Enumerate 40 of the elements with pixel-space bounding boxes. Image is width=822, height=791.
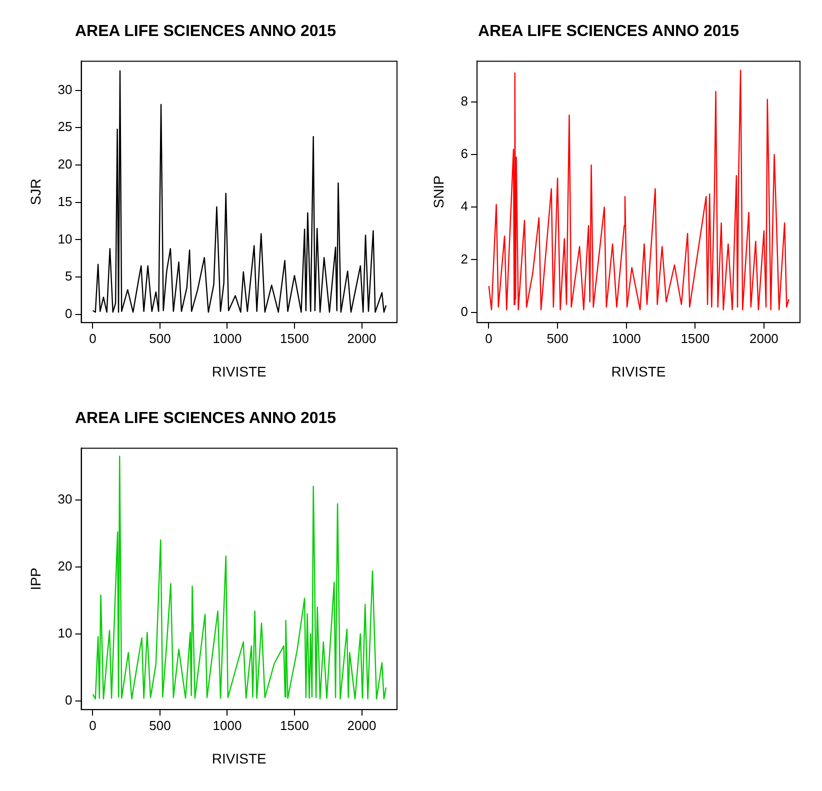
x-tick-label: 500 xyxy=(149,718,171,733)
x-tick-label: 1000 xyxy=(212,330,242,346)
x-tick-label: 500 xyxy=(149,330,171,346)
y-tick-label: 2 xyxy=(460,251,468,266)
y-tick-label: 0 xyxy=(65,306,72,321)
x-tick-label: 2000 xyxy=(749,330,778,346)
x-axis-title: RIVISTE xyxy=(212,750,266,766)
y-tick-label: 30 xyxy=(58,491,72,506)
x-tick-label: 1000 xyxy=(612,330,641,346)
y-tick-label: 0 xyxy=(65,692,72,708)
x-tick-label: 1500 xyxy=(680,330,710,346)
x-tick-label: 1500 xyxy=(280,718,309,733)
y-tick-label: 0 xyxy=(460,304,468,319)
y-tick-label: 30 xyxy=(58,82,72,97)
y-tick-label: 6 xyxy=(460,146,468,162)
x-tick-label: 0 xyxy=(89,330,96,346)
chart-title: AREA LIFE SCIENCES ANNO 2015 xyxy=(74,410,336,428)
x-tick-label: 0 xyxy=(485,330,492,346)
x-axis-title: RIVISTE xyxy=(611,363,666,380)
chart-title: AREA LIFE SCIENCES ANNO 2015 xyxy=(478,23,740,40)
chart-title: AREA LIFE SCIENCES ANNO 2015 xyxy=(74,23,336,40)
y-axis-title: IPP xyxy=(27,568,44,590)
y-axis-title: SJR xyxy=(27,178,44,206)
y-axis-title: SNIP xyxy=(430,176,446,208)
x-tick-label: 1500 xyxy=(280,330,309,346)
x-tick-label: 1000 xyxy=(212,718,242,733)
x-tick-label: 500 xyxy=(546,330,568,346)
y-tick-label: 20 xyxy=(58,156,72,172)
y-tick-label: 15 xyxy=(58,194,72,209)
y-tick-label: 8 xyxy=(460,94,468,109)
y-tick-label: 20 xyxy=(58,558,72,574)
x-axis-title: RIVISTE xyxy=(212,363,266,380)
y-tick-label: 5 xyxy=(65,268,72,284)
x-tick-label: 0 xyxy=(89,718,96,733)
x-tick-label: 2000 xyxy=(347,718,376,733)
y-tick-label: 10 xyxy=(58,231,72,246)
y-tick-label: 4 xyxy=(460,198,468,214)
y-tick-label: 25 xyxy=(58,119,72,134)
y-tick-label: 10 xyxy=(58,625,72,640)
x-tick-label: 2000 xyxy=(347,330,376,346)
